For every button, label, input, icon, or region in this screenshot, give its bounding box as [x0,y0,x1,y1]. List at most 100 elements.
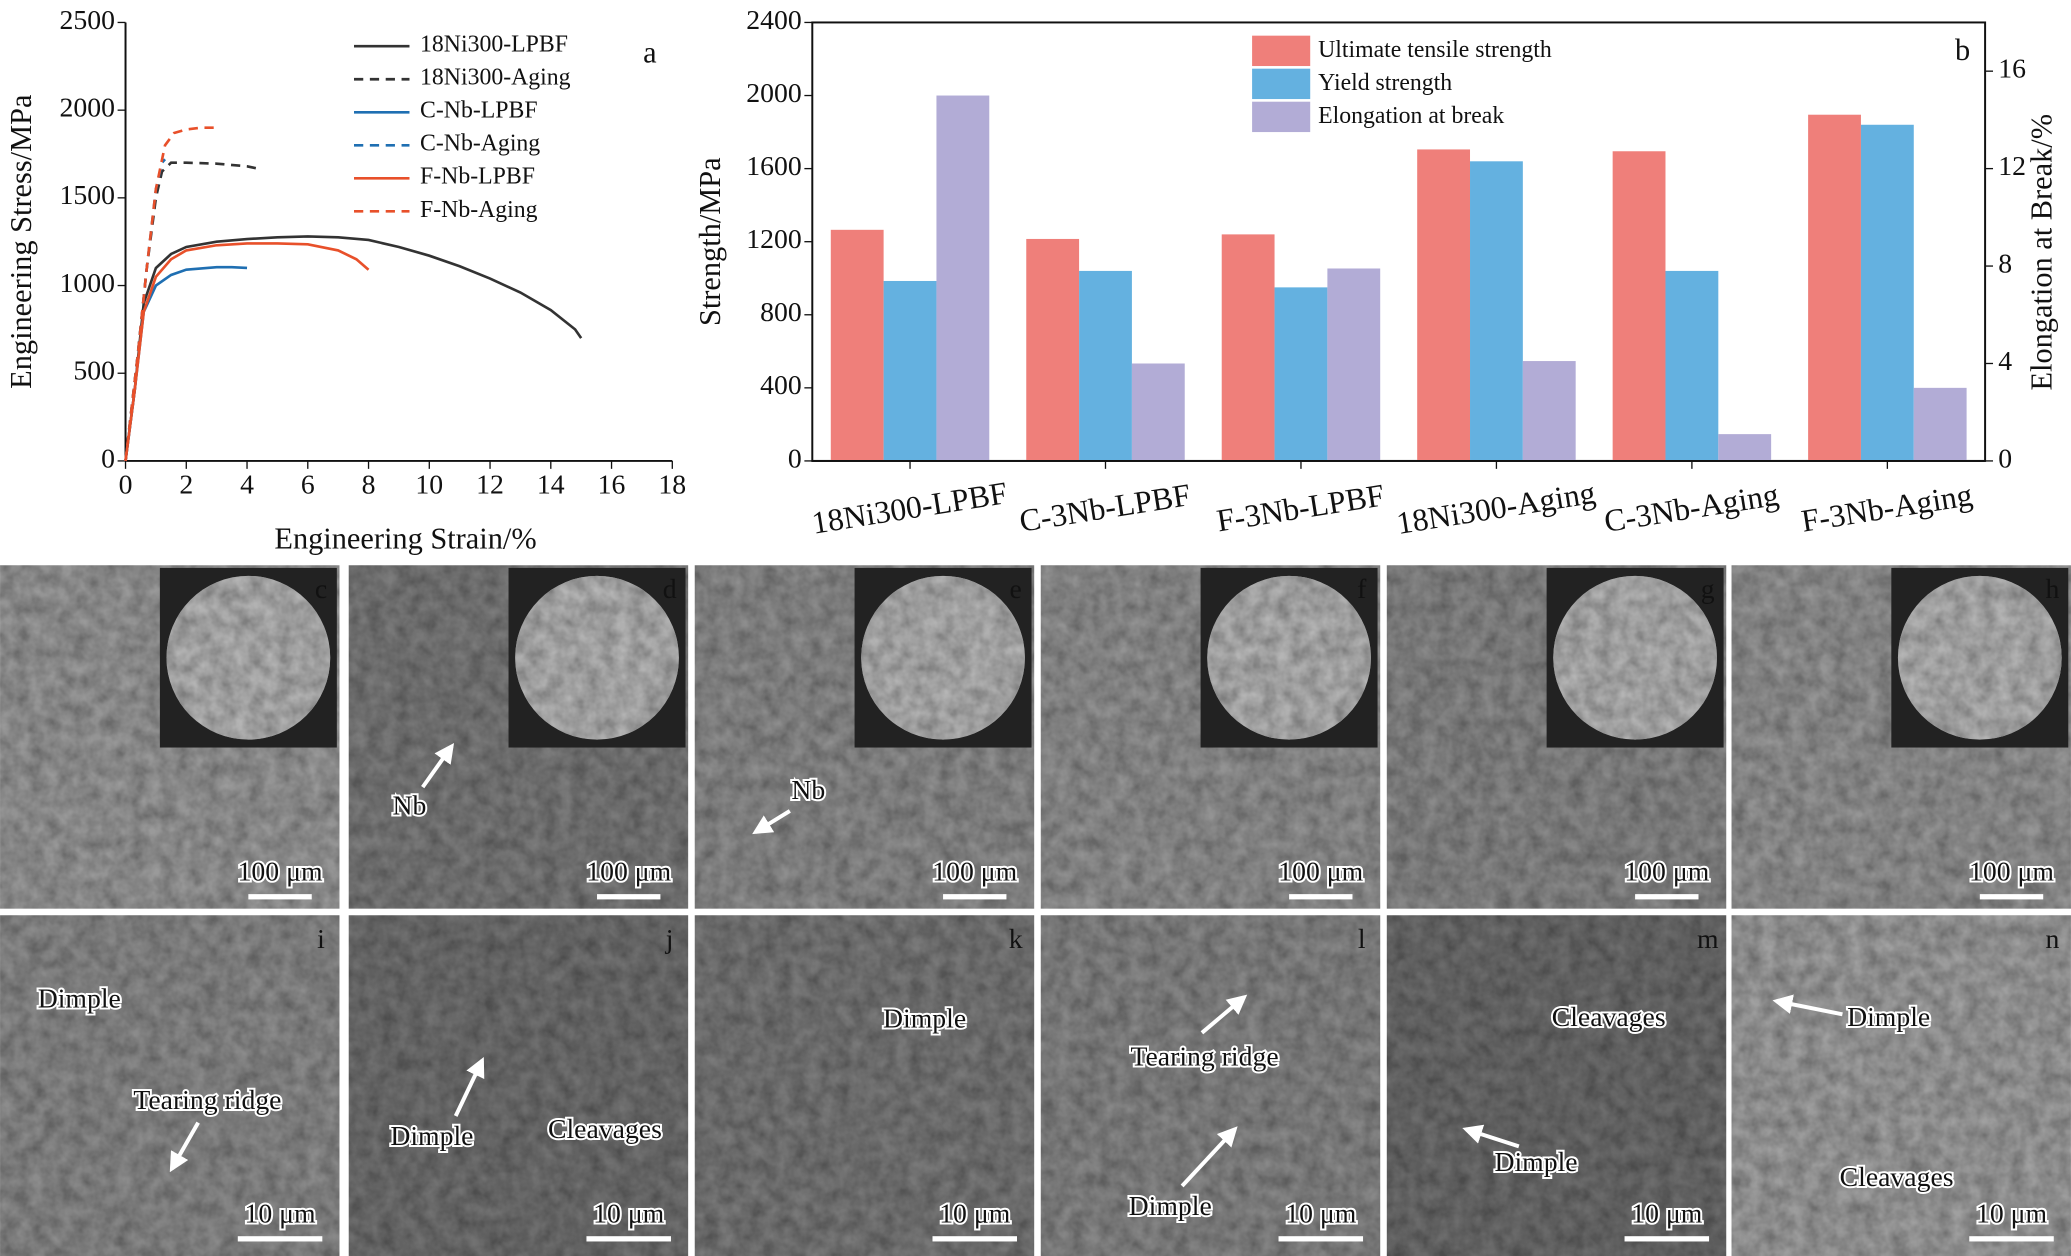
panel-letter: e [1010,573,1022,604]
scale-label: 10 μm [1285,1198,1357,1229]
annotation: Dimple [1494,1146,1577,1177]
scale-label: 10 μm [1631,1198,1703,1229]
x-tick-label: 18Ni300-Aging [1394,475,1598,541]
inset-specimen [1207,575,1371,740]
y-tick-label: 2000 [60,92,115,123]
scale-bar [1289,894,1353,900]
line-series [124,242,370,462]
annotation: Nb [393,790,427,821]
x-tick-label: 18 [658,469,686,500]
bar [1274,287,1328,461]
annotation: Dimple [38,982,121,1013]
x-tick-label: 16 [598,469,626,500]
x-tick-label: 8 [362,469,376,500]
annotation: Dimple [883,1002,966,1033]
micrograph [1731,915,2071,1256]
y-axis-label: Engineering Stress/MPa [4,94,38,389]
arrow [1462,1124,1520,1149]
chart-b: 0 400 800 1200 1600 2000 2400 0 4 8 12 16 Strength/M… [693,4,2058,541]
x-tick-label: 4 [240,469,254,500]
arrow [453,1056,485,1117]
y-tick-label: 400 [760,369,802,400]
micrograph [694,915,1035,1256]
annotation: Dimple [1129,1190,1212,1221]
panel-letter: n [2046,923,2060,954]
micrograph [348,915,689,1256]
micrograph [1040,915,1381,1256]
scale-bar [248,894,312,900]
panel-letter: a [643,35,657,69]
scale-bar [1969,1236,2054,1242]
micrograph [0,915,340,1256]
y-tick-label: 1200 [746,223,801,254]
bar [1327,268,1381,461]
legend-label: 18Ni300-LPBF [420,32,568,58]
scale-label: 100 μm [586,856,671,887]
bar [1612,151,1666,461]
annotation: Tearing ridge [1130,1041,1278,1072]
chart-a: 0 2 4 6 8 10 12 14 16 18 0 500 1000 1500 2000 2500 Engin… [4,4,686,556]
scale-bar [597,894,661,900]
scale-label: 100 μm [1278,856,1363,887]
x-tick-label: 14 [537,469,565,500]
panel-letter: j [665,923,674,954]
micrograph [1386,915,1727,1256]
legend-label: Yield strength [1318,70,1452,96]
legend-swatch [1252,101,1311,133]
panel-letter: g [1701,573,1715,604]
x-tick-label: 0 [119,469,133,500]
bar [883,280,937,461]
y-tick-label: 1500 [60,179,115,210]
panel-letter: k [1009,923,1023,954]
panel-letter: i [317,923,325,954]
bar [1522,361,1576,461]
scale-label: 10 μm [245,1198,317,1229]
annotation: Cleavages [548,1113,662,1144]
arrow [169,1121,200,1173]
inset-specimen [166,575,331,740]
y-tick-label: 2000 [746,77,801,108]
inset-specimen [1553,575,1717,740]
y-tick-label: 1000 [60,267,115,298]
x-tick-label: 6 [301,469,315,500]
annotation: Cleavages [1552,1001,1666,1032]
y-axis-label: Strength/MPa [693,157,727,326]
x-axis-label: Engineering Strain/% [274,521,536,555]
legend-swatch [1252,35,1311,67]
annotation: Nb [791,774,825,805]
panel-letter: h [2046,573,2060,604]
legend-label: 18Ni300-Aging [420,65,571,91]
panel-letter: m [1697,923,1719,954]
bar [1718,434,1772,461]
legend-label: Elongation at break [1318,103,1504,129]
annotation: Dimple [390,1120,473,1151]
scale-bar [1278,1236,1364,1242]
y-tick-label: 2500 [60,4,115,35]
annotation: Dimple [1847,1001,1930,1032]
bar [1913,387,1967,461]
panel-letter: c [315,573,327,604]
y-tick-label: 1600 [746,150,801,181]
x-tick-label: F-3Nb-Aging [1799,477,1975,539]
bar [1665,270,1719,461]
bar [830,229,884,461]
x-tick-label: C-3Nb-LPBF [1017,477,1193,539]
micrograph-panels: c 100 μm d 100 μm Nb e 100 μm Nb f 100 μm g 100 μm h… [0,565,2071,1256]
inset-specimen [861,575,1025,740]
x-tick-label: F-3Nb-LPBF [1214,477,1386,538]
bar [1221,234,1275,461]
y2-tick-label: 16 [1998,53,2026,84]
y2-axis-label: Elongation at Break/% [2024,114,2058,391]
scale-bar [943,894,1007,900]
bar [936,95,990,461]
scale-bar [1624,1236,1710,1242]
x-tick-label: 2 [179,469,193,500]
annotation: Tearing ridge [133,1084,281,1115]
y2-tick-label: 8 [1998,247,2012,278]
scale-label: 10 μm [593,1198,665,1229]
arrow [1200,994,1248,1035]
y2-tick-label: 12 [1998,150,2026,181]
bar [1026,238,1080,461]
bar [1470,161,1523,461]
